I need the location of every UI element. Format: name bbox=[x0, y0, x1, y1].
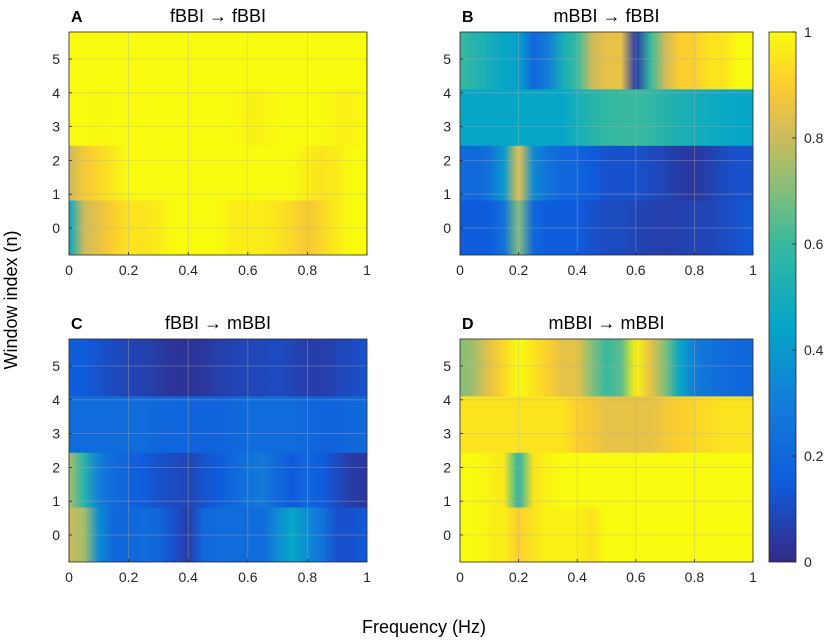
y-tick-label: 5 bbox=[52, 51, 60, 67]
heatmap-row-0 bbox=[460, 506, 753, 562]
x-tick-label: 0.4 bbox=[178, 569, 198, 585]
axes-frame bbox=[68, 338, 368, 563]
panel-title: mBBI → mBBI bbox=[548, 313, 664, 333]
y-tick-label: 4 bbox=[443, 392, 451, 408]
x-tick-label: 0.2 bbox=[509, 569, 529, 585]
y-tick-label: 5 bbox=[443, 358, 451, 374]
x-tick-label: 0 bbox=[65, 262, 73, 278]
heatmap-row-3 bbox=[460, 339, 753, 397]
heatmap-cells bbox=[69, 32, 367, 255]
y-tick-label: 2 bbox=[52, 459, 60, 475]
x-tick-label: 0.8 bbox=[298, 262, 318, 278]
y-tick-label: 2 bbox=[443, 152, 451, 168]
heatmap-cells bbox=[69, 339, 367, 562]
y-tick-label: 1 bbox=[52, 493, 60, 509]
panel-label: A bbox=[71, 9, 83, 26]
heatmap-cells bbox=[460, 32, 753, 255]
y-tick-label: 1 bbox=[443, 186, 451, 202]
x-tick-label: 0.6 bbox=[626, 262, 646, 278]
x-tick-label: 1 bbox=[749, 262, 757, 278]
x-tick-label: 0.2 bbox=[119, 569, 139, 585]
x-tick-label: 0.2 bbox=[119, 262, 139, 278]
colorbar-tick-label: 0.2 bbox=[804, 448, 824, 464]
y-tick-label: 0 bbox=[443, 220, 451, 236]
heatmap-row-1 bbox=[69, 145, 367, 201]
colorbar-tick-label: 0 bbox=[804, 554, 812, 570]
heatmap-row-2 bbox=[69, 395, 367, 453]
y-tick-label: 5 bbox=[443, 51, 451, 67]
colorbar-tick-label: 0.4 bbox=[804, 342, 824, 358]
heatmap-row-2 bbox=[460, 88, 753, 146]
axes-frame bbox=[459, 338, 754, 563]
y-tick-label: 4 bbox=[52, 392, 60, 408]
panel-label: B bbox=[462, 9, 474, 26]
gridlines bbox=[68, 32, 368, 255]
x-tick-label: 0 bbox=[65, 569, 73, 585]
x-tick-label: 1 bbox=[363, 569, 371, 585]
x-tick-label: 0.4 bbox=[178, 262, 198, 278]
x-tick-label: 0.4 bbox=[567, 262, 587, 278]
panel-title: mBBI → fBBI bbox=[553, 6, 659, 26]
heatmap-row-1 bbox=[460, 145, 753, 201]
x-tick-label: 0 bbox=[456, 569, 464, 585]
x-tick-label: 0 bbox=[456, 262, 464, 278]
x-tick-label: 0.6 bbox=[238, 569, 258, 585]
y-tick-label: 1 bbox=[443, 493, 451, 509]
y-tick-label: 0 bbox=[52, 527, 60, 543]
y-tick-label: 3 bbox=[443, 119, 451, 135]
axes-frame bbox=[459, 31, 754, 256]
heatmap-row-0 bbox=[460, 199, 753, 255]
panel-title: fBBI → mBBI bbox=[165, 313, 271, 333]
heatmap-row-1 bbox=[460, 452, 753, 508]
x-tick-label: 1 bbox=[749, 569, 757, 585]
heatmap-row-0 bbox=[69, 199, 367, 255]
x-tick-label: 0.8 bbox=[298, 569, 318, 585]
y-tick-label: 3 bbox=[443, 426, 451, 442]
y-axis-label: Window index (n) bbox=[1, 230, 21, 369]
colorbar-tick-label: 1 bbox=[804, 24, 812, 40]
x-axis-label: Frequency (Hz) bbox=[362, 617, 486, 637]
panel-label: C bbox=[71, 316, 83, 333]
panel-b: 0 0.2 0.4 0.6 0.8 1 0 1 2 3 4 5 B mBBI → fBBI bbox=[443, 6, 757, 278]
heatmap-row-3 bbox=[69, 32, 367, 90]
x-tick-label: 0.6 bbox=[626, 569, 646, 585]
heatmap-row-3 bbox=[460, 32, 753, 90]
heatmap-row-3 bbox=[69, 339, 367, 397]
panel-title: fBBI → fBBI bbox=[170, 6, 266, 26]
panel-d: 0 0.2 0.4 0.6 0.8 1 0 1 2 3 4 5 D mBBI → mBBI bbox=[443, 313, 757, 585]
y-tick-label: 3 bbox=[52, 426, 60, 442]
y-tick-label: 5 bbox=[52, 358, 60, 374]
heatmap-row-2 bbox=[69, 88, 367, 146]
y-tick-label: 4 bbox=[443, 85, 451, 101]
heatmap-cells bbox=[460, 339, 753, 562]
x-tick-label: 0.6 bbox=[238, 262, 258, 278]
y-tick-label: 0 bbox=[443, 527, 451, 543]
heatmap-row-0 bbox=[69, 506, 367, 562]
y-tick-label: 1 bbox=[52, 186, 60, 202]
x-tick-label: 0.4 bbox=[567, 569, 587, 585]
y-tick-label: 2 bbox=[52, 152, 60, 168]
colorbar-tick-label: 0.8 bbox=[804, 130, 824, 146]
panel-label: D bbox=[462, 316, 474, 333]
x-tick-label: 0.8 bbox=[685, 569, 705, 585]
y-tick-label: 3 bbox=[52, 119, 60, 135]
colorbar: 0 0.2 0.4 0.6 0.8 1 bbox=[768, 24, 824, 570]
heatmap-row-1 bbox=[69, 452, 367, 508]
panel-c: 0 0.2 0.4 0.6 0.8 1 0 1 2 3 4 5 C fBBI → mBBI bbox=[52, 313, 371, 585]
axes-frame bbox=[68, 31, 368, 256]
colorbar-gradient bbox=[768, 31, 797, 563]
colorbar-tick-label: 0.6 bbox=[804, 236, 824, 252]
panel-a: 0 0.2 0.4 0.6 0.8 1 0 1 2 3 4 5 A fBBI → fBBI bbox=[52, 6, 371, 278]
y-tick-label: 2 bbox=[443, 459, 451, 475]
x-tick-label: 0.8 bbox=[685, 262, 705, 278]
x-tick-label: 1 bbox=[363, 262, 371, 278]
y-tick-label: 4 bbox=[52, 85, 60, 101]
y-tick-label: 0 bbox=[52, 220, 60, 236]
x-tick-label: 0.2 bbox=[509, 262, 529, 278]
heatmap-row-2 bbox=[460, 395, 753, 453]
